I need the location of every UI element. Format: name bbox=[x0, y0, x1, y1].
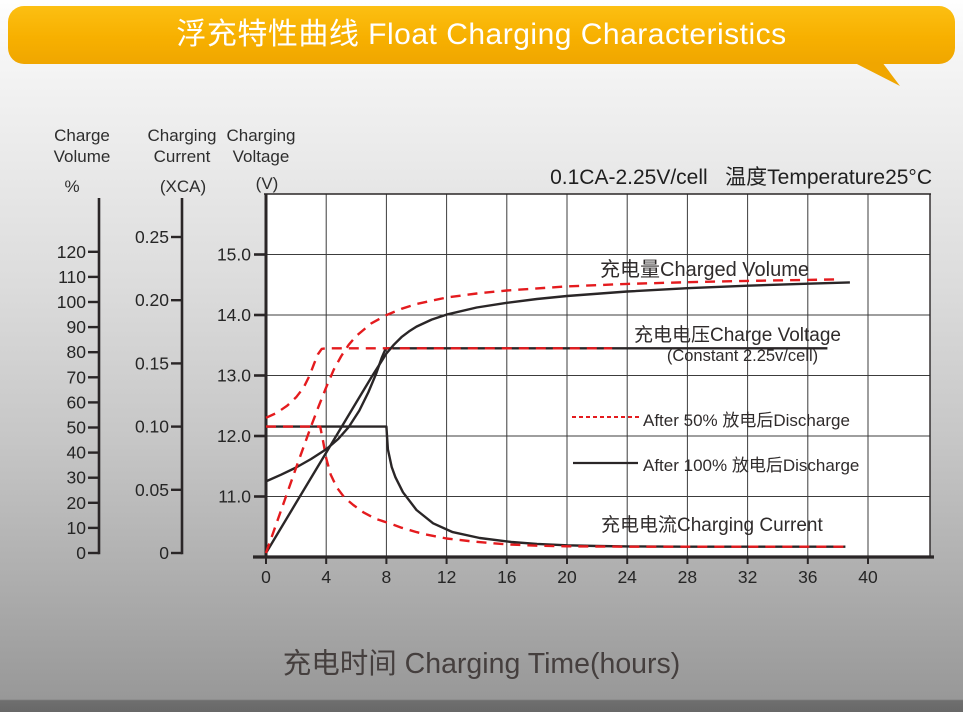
volume-tick-label: 30 bbox=[67, 468, 87, 488]
title-banner: 浮充特性曲线 Float Charging Characteristics bbox=[8, 6, 955, 64]
time-tick-label: 8 bbox=[382, 567, 392, 587]
charge-voltage-after-100pct-discharge-curve bbox=[265, 347, 828, 483]
volume-unit-label: % bbox=[64, 177, 80, 196]
page-title: 浮充特性曲线 Float Charging Characteristics bbox=[176, 18, 787, 51]
time-tick-label: 12 bbox=[437, 567, 456, 587]
voltage-tick-label: 13.0 bbox=[217, 366, 251, 386]
volume-tick-label: 80 bbox=[67, 342, 87, 362]
charge-voltage-constant-note: (Constant 2.25v/cell) bbox=[666, 347, 819, 365]
voltage-tick-label: 15.0 bbox=[217, 245, 251, 265]
legend-after-100pct-discharge: After 100% 放电后Discharge bbox=[643, 456, 860, 475]
voltage-tick-label: 12.0 bbox=[217, 426, 251, 446]
charged-volume-after-50pct-discharge-curve bbox=[264, 278, 838, 554]
volume-axis-header: Charge Volume bbox=[53, 126, 111, 166]
current-tick-label: 0.10 bbox=[135, 417, 169, 437]
voltage-tick-label: 11.0 bbox=[218, 487, 251, 507]
time-tick-label: 36 bbox=[798, 567, 817, 587]
time-tick-label: 4 bbox=[321, 567, 331, 587]
voltage-unit-label: (V) bbox=[255, 174, 279, 193]
current-tick-label: 0 bbox=[159, 543, 169, 563]
voltage-tick-label: 14.0 bbox=[217, 305, 251, 325]
time-tick-label: 40 bbox=[858, 567, 878, 587]
x-axis-title: 充电时间 Charging Time(hours) bbox=[282, 648, 681, 680]
time-tick-label: 0 bbox=[261, 567, 271, 587]
volume-tick-label: 20 bbox=[67, 493, 87, 513]
volume-tick-label: 70 bbox=[67, 367, 87, 387]
volume-tick-label: 10 bbox=[67, 518, 87, 538]
charging-current-after-50pct-discharge-curve bbox=[266, 425, 846, 548]
charged-volume-curve-label: 充电量Charged Volume bbox=[600, 259, 809, 281]
volume-tick-label: 120 bbox=[57, 242, 86, 262]
current-tick-label: 0.25 bbox=[135, 227, 169, 247]
banner-tail-pointer bbox=[853, 62, 900, 86]
volume-tick-label: 110 bbox=[58, 267, 86, 287]
volume-tick-label: 60 bbox=[67, 392, 87, 412]
time-tick-label: 20 bbox=[557, 567, 577, 587]
voltage-axis-header: Charging Voltage bbox=[226, 126, 296, 166]
volume-tick-label: 40 bbox=[67, 443, 87, 463]
charge-voltage-after-50pct-discharge-curve bbox=[265, 347, 613, 419]
current-tick-label: 0.20 bbox=[135, 290, 169, 310]
charged-volume-after-100pct-discharge-curve bbox=[264, 281, 850, 554]
current-axis-header: Charging Current bbox=[147, 126, 217, 166]
test-condition-note: 0.1CA-2.25V/cell 温度Temperature25°C bbox=[550, 166, 932, 189]
volume-tick-label: 100 bbox=[57, 292, 86, 312]
current-unit-label: (XCA) bbox=[159, 177, 207, 196]
legend-after-50pct-discharge: After 50% 放电后Discharge bbox=[643, 411, 850, 430]
charging-current-curve-label: 充电电流Charging Current bbox=[601, 515, 823, 536]
current-tick-label: 0.05 bbox=[135, 480, 169, 500]
current-tick-label: 0.15 bbox=[135, 353, 169, 373]
volume-tick-label: 90 bbox=[67, 317, 87, 337]
time-tick-label: 16 bbox=[497, 567, 516, 587]
volume-tick-label: 50 bbox=[67, 418, 87, 438]
time-tick-label: 24 bbox=[617, 567, 637, 587]
time-tick-label: 28 bbox=[678, 567, 697, 587]
volume-tick-label: 0 bbox=[76, 543, 86, 563]
charge-voltage-curve-label: 充电电压Charge Voltage bbox=[634, 325, 841, 346]
time-tick-label: 32 bbox=[738, 567, 757, 587]
